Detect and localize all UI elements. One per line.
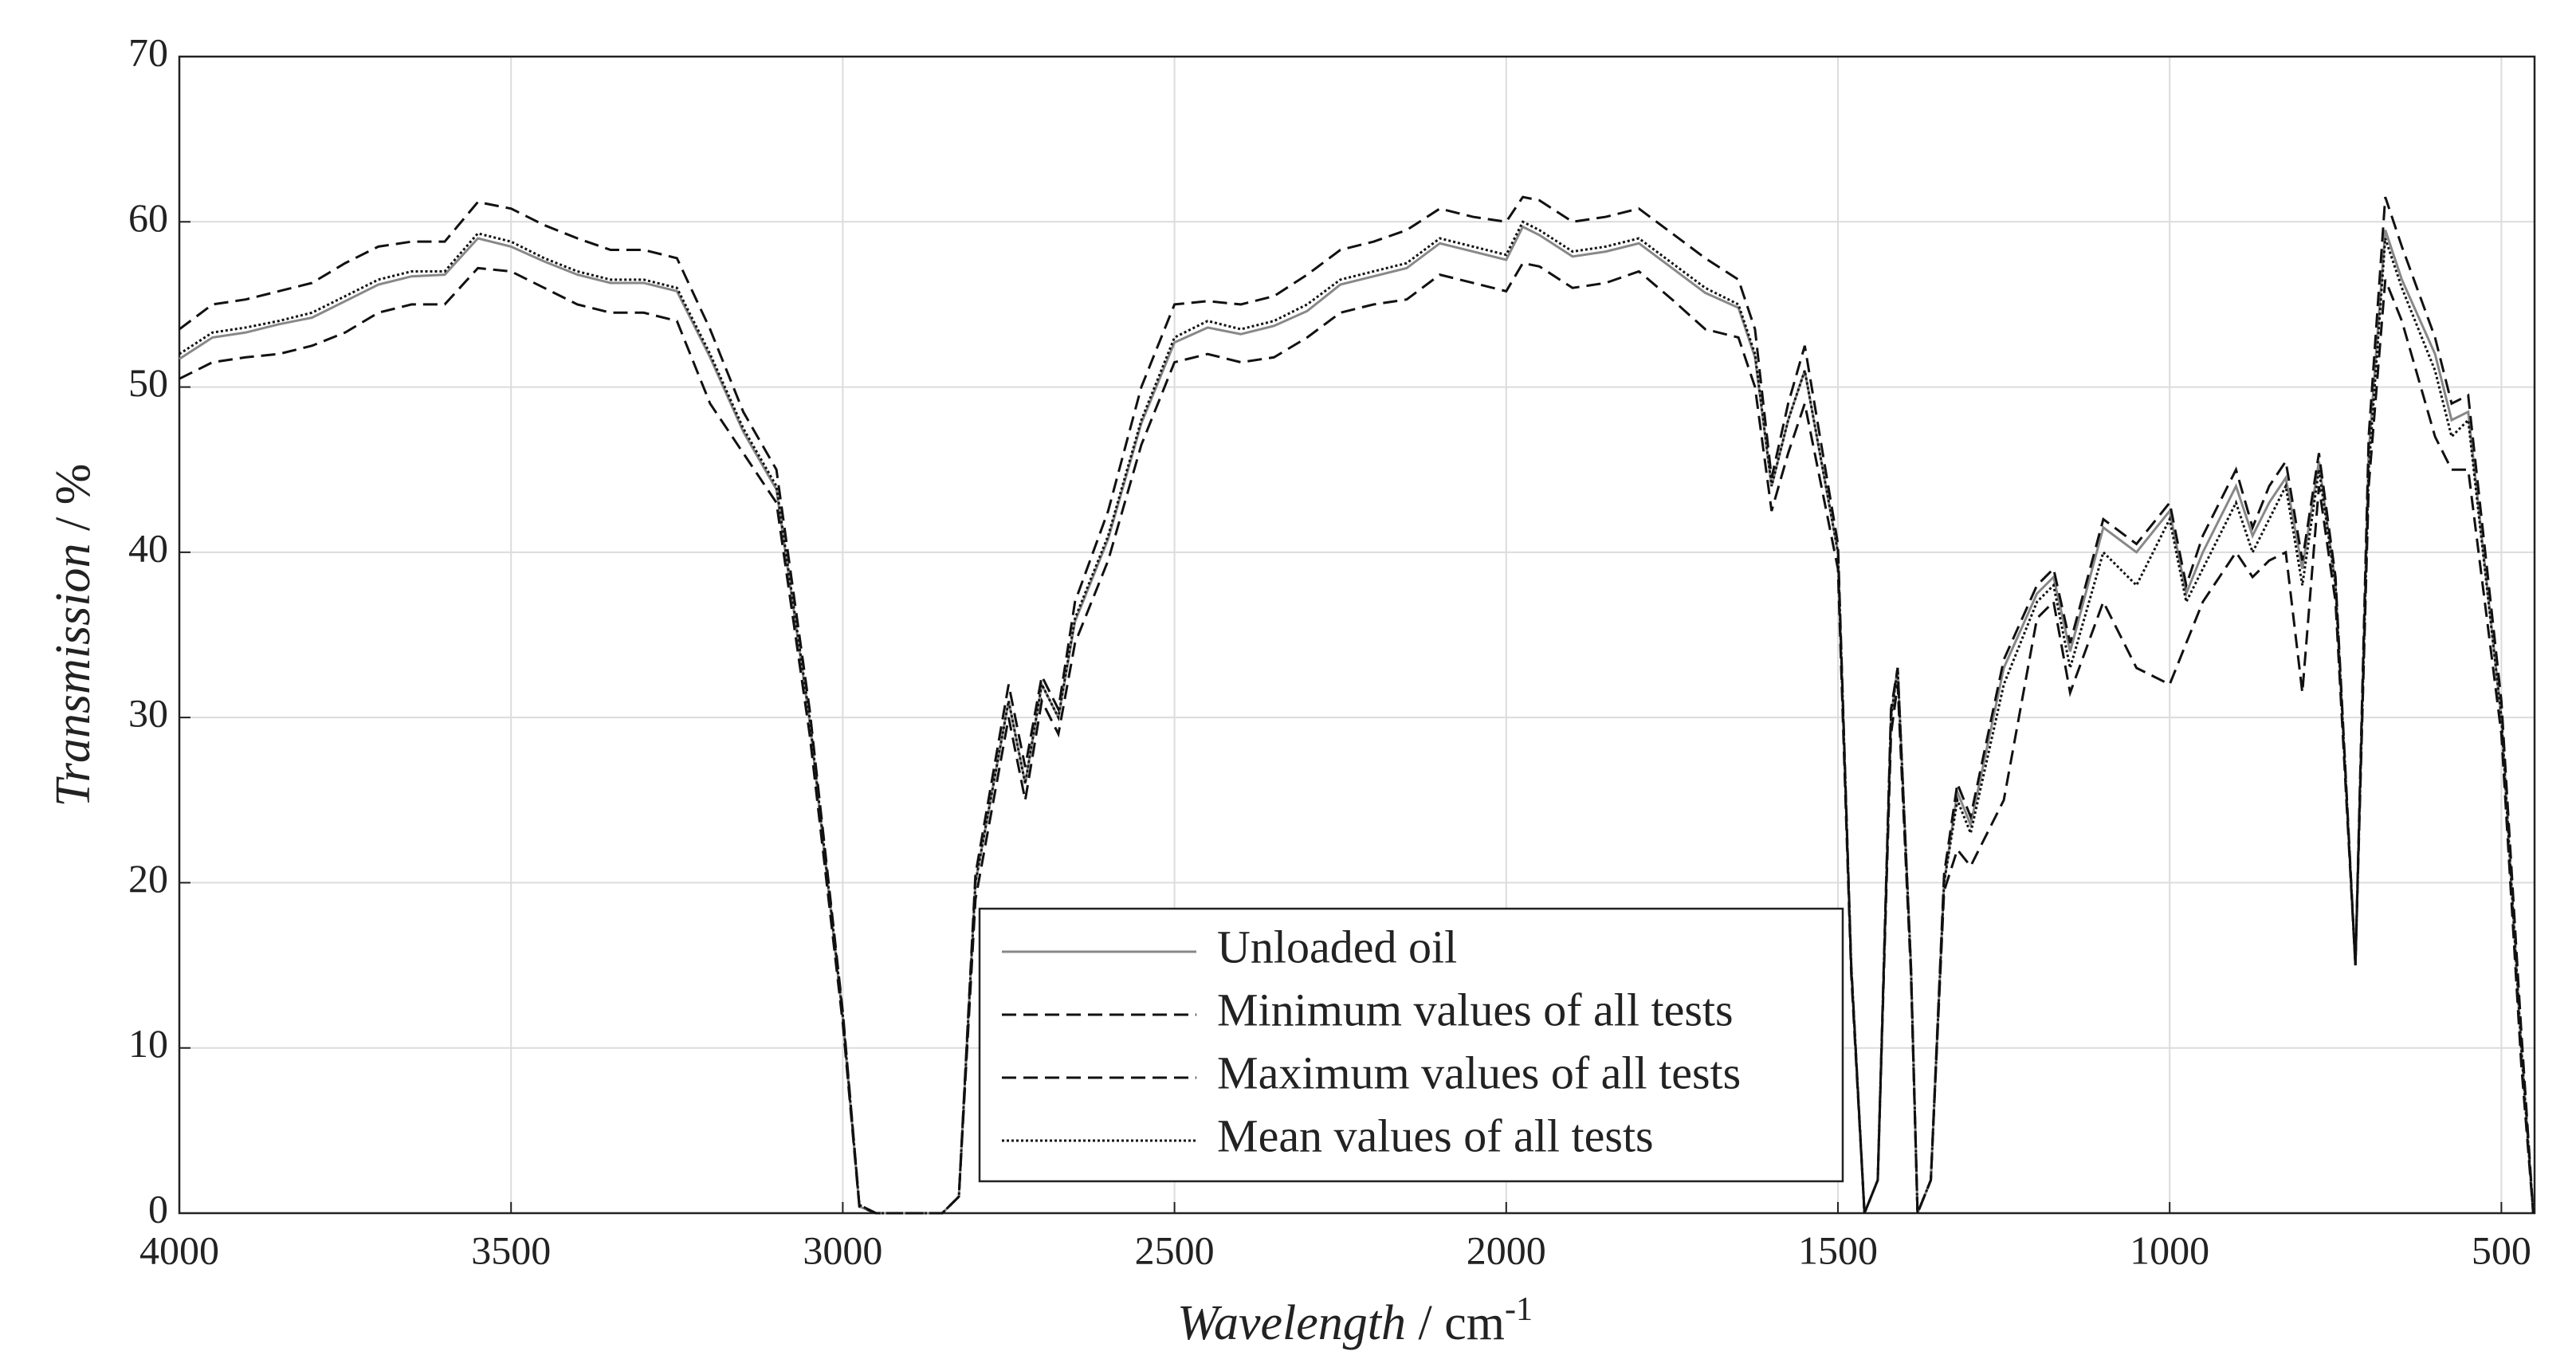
- y-axis-label: Transmission / %: [46, 464, 100, 807]
- y-tick-label: 40: [128, 525, 168, 570]
- x-tick-label: 2500: [1135, 1228, 1215, 1272]
- x-tick-label: 2000: [1467, 1228, 1546, 1272]
- series-line: [179, 225, 2535, 1215]
- y-tick-label: 10: [128, 1021, 168, 1066]
- y-tick-label: 50: [128, 360, 168, 405]
- y-tick-label: 20: [128, 856, 168, 901]
- x-label-name: Wavelength: [1177, 1296, 1406, 1350]
- x-tick-label: 1000: [2130, 1228, 2209, 1272]
- x-label-unit: / cm: [1406, 1296, 1505, 1350]
- y-tick-label: 60: [128, 195, 168, 240]
- x-tick-label: 500: [2472, 1228, 2531, 1272]
- series-line: [179, 261, 2535, 1215]
- x-tick-label: 3500: [471, 1228, 551, 1272]
- legend-label: Unloaded oil: [1217, 921, 1457, 972]
- legend-label: Maximum values of all tests: [1217, 1047, 1741, 1098]
- series-line: [179, 220, 2535, 1215]
- y-tick-label: 30: [128, 691, 168, 736]
- x-tick-label: 4000: [139, 1228, 219, 1272]
- y-tick-label: 70: [128, 29, 168, 74]
- x-tick-label: 1500: [1798, 1228, 1878, 1272]
- x-tick-label: 3000: [803, 1228, 882, 1272]
- y-tick-label: 0: [148, 1186, 168, 1231]
- plot-frame: [178, 55, 2536, 1215]
- legend-box: [978, 907, 1844, 1183]
- legend-label: Mean values of all tests: [1217, 1110, 1654, 1161]
- x-label-exponent: -1: [1505, 1291, 1533, 1328]
- series-line: [179, 195, 2535, 1215]
- legend: Unloaded oil Minimum values of all tests M…: [978, 907, 1844, 1183]
- legend-label: Minimum values of all tests: [1217, 984, 1734, 1035]
- y-label-unit: / %: [46, 464, 100, 544]
- x-axis-label: Wavelength / cm-1: [1177, 1291, 1533, 1350]
- y-label-name: Transmission: [46, 544, 100, 807]
